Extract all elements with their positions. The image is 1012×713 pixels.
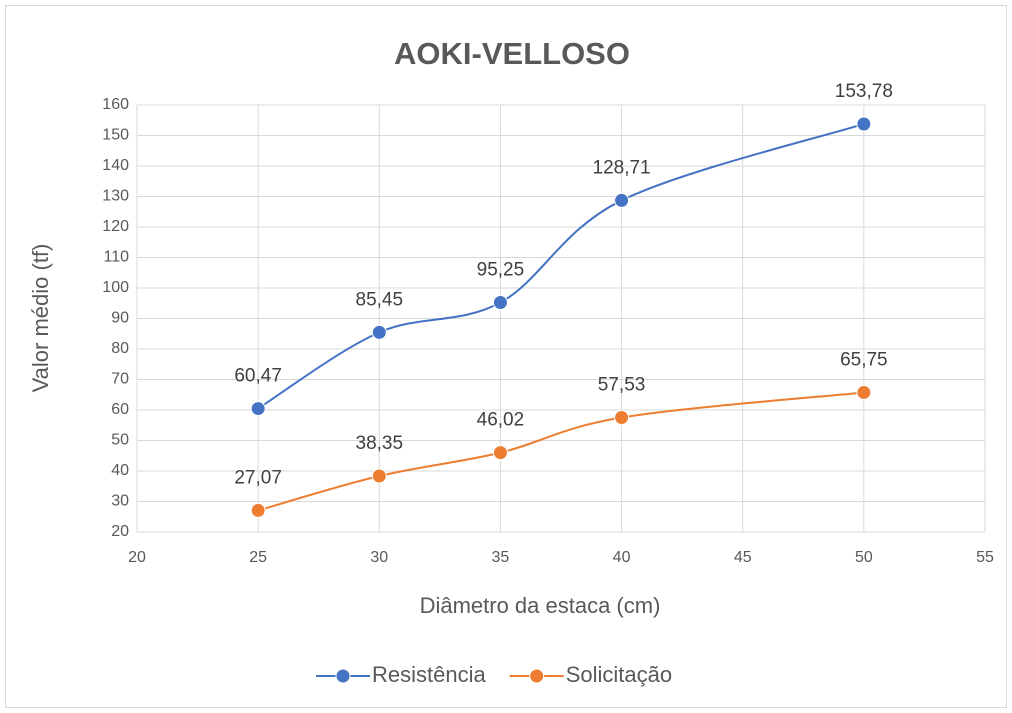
data-label: 46,02 — [477, 410, 525, 431]
y-tick-label: 20 — [111, 523, 129, 540]
data-label: 27,07 — [234, 467, 282, 488]
legend-marker — [335, 668, 351, 684]
y-tick-label: 160 — [102, 96, 129, 113]
y-tick-label: 150 — [102, 127, 129, 144]
data-point — [492, 445, 508, 461]
y-tick-label: 100 — [102, 279, 129, 296]
x-tick-label: 35 — [492, 549, 510, 566]
y-tick-label: 60 — [111, 401, 129, 418]
x-tick-label: 30 — [370, 549, 388, 566]
data-label: 38,35 — [356, 433, 404, 454]
legend-label: Resistência — [372, 662, 486, 687]
series-line — [257, 123, 865, 410]
y-tick-label: 30 — [111, 493, 129, 510]
y-tick-label: 90 — [111, 310, 129, 327]
data-point — [614, 192, 630, 208]
x-tick-label: 25 — [249, 549, 267, 566]
chart-title: AOKI-VELLOSO — [394, 36, 630, 71]
y-tick-label: 70 — [111, 371, 129, 388]
y-tick-label: 40 — [111, 462, 129, 479]
y-tick-label: 120 — [102, 218, 129, 235]
data-label: 65,75 — [840, 349, 888, 370]
x-axis-title: Diâmetro da estaca (cm) — [420, 593, 661, 618]
y-tick-label: 140 — [102, 157, 129, 174]
data-label: 153,78 — [835, 81, 893, 102]
data-point — [250, 502, 266, 518]
y-tick-label: 130 — [102, 188, 129, 205]
legend-label: Solicitação — [566, 662, 672, 687]
data-point — [371, 468, 387, 484]
data-point — [856, 384, 872, 400]
x-tick-label: 20 — [128, 549, 146, 566]
data-point — [614, 410, 630, 426]
legend-marker — [529, 668, 545, 684]
y-tick-label: 50 — [111, 432, 129, 449]
data-point — [492, 294, 508, 310]
x-tick-label: 50 — [855, 549, 873, 566]
data-label: 60,47 — [234, 366, 282, 387]
data-label: 128,71 — [593, 157, 651, 178]
x-tick-label: 40 — [613, 549, 631, 566]
series-line — [257, 391, 864, 512]
data-label: 57,53 — [598, 375, 646, 396]
data-point — [856, 116, 872, 132]
y-axis-title: Valor médio (tf) — [28, 244, 53, 393]
x-tick-label: 45 — [734, 549, 752, 566]
data-label: 95,25 — [477, 260, 525, 281]
x-tick-label: 55 — [976, 549, 994, 566]
data-point — [371, 324, 387, 340]
data-label: 85,45 — [356, 289, 404, 310]
chart-border — [5, 5, 1007, 708]
y-tick-label: 80 — [111, 340, 129, 357]
y-tick-label: 110 — [103, 249, 129, 266]
data-point — [250, 401, 266, 417]
